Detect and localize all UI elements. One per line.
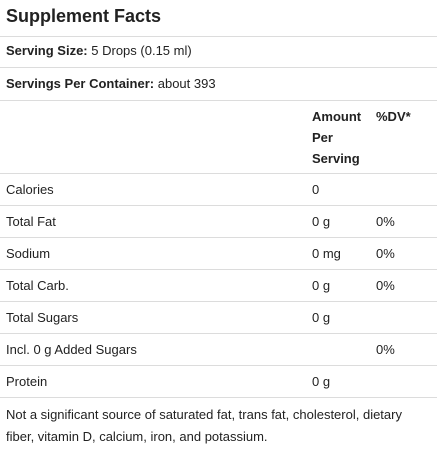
title: Supplement Facts — [6, 6, 162, 26]
value: about 393 — [157, 76, 216, 91]
divider — [0, 36, 437, 37]
row-dv: 0% — [376, 278, 395, 293]
row-dv: 0% — [376, 342, 395, 357]
divider — [0, 237, 437, 238]
divider — [0, 269, 437, 270]
divider — [0, 333, 437, 334]
serving-size: Serving Size: 5 Drops (0.15 ml) — [6, 43, 192, 59]
row-name: Total Fat — [6, 214, 56, 229]
row-dv: 0% — [376, 214, 395, 229]
divider — [0, 205, 437, 206]
amount-header: Amount Per Serving — [312, 109, 362, 166]
divider — [0, 67, 437, 68]
divider — [0, 301, 437, 302]
row-amount: 0 mg — [312, 246, 341, 261]
row-amount: 0 g — [312, 310, 331, 325]
row-amount: 0 g — [312, 278, 331, 293]
row-amount: 0 g — [312, 214, 331, 229]
divider — [0, 365, 437, 366]
label: Servings Per Container: — [6, 76, 155, 91]
value: 5 Drops (0.15 ml) — [91, 43, 192, 58]
dv-header: %DV* — [376, 109, 411, 124]
row-dv: 0% — [376, 246, 395, 261]
row-amount: 0 — [312, 182, 320, 197]
footnote: Not a significant source of saturated fa… — [6, 407, 402, 444]
row-name: Protein — [6, 374, 48, 389]
divider — [0, 173, 437, 174]
divider — [0, 100, 437, 101]
row-name: Incl. 0 g Added Sugars — [6, 342, 137, 357]
divider — [0, 397, 437, 398]
row-name: Total Carb. — [6, 278, 69, 293]
row-name: Total Sugars — [6, 310, 79, 325]
row-name: Calories — [6, 182, 54, 197]
row-amount: 0 g — [312, 374, 331, 389]
label: Serving Size: — [6, 43, 88, 58]
row-name: Sodium — [6, 246, 51, 261]
servings-per-container: Servings Per Container: about 393 — [6, 76, 216, 92]
